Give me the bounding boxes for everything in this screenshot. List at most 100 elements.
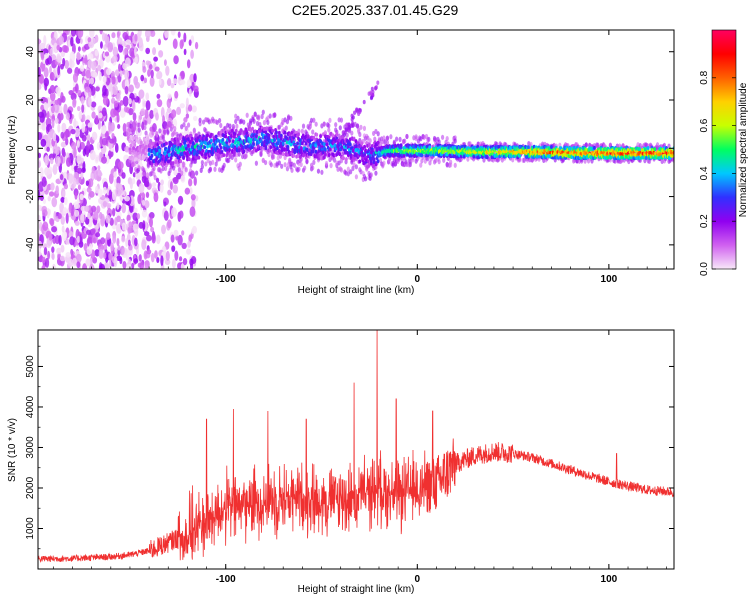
spectrogram-cell (122, 32, 129, 40)
spectrogram-cell (102, 252, 107, 260)
spectrogram-cell (281, 141, 285, 146)
spectrogram-cell (68, 89, 74, 96)
spectrogram-cell (293, 150, 297, 155)
spectrogram-cell (68, 202, 72, 214)
spectrogram-cell (540, 141, 545, 147)
spectrogram-cell (98, 71, 102, 81)
spectrogram-cell (290, 167, 294, 173)
spectrogram-cell (43, 34, 47, 46)
spectrogram-cell (171, 245, 176, 252)
spectrogram-cell (65, 212, 69, 224)
spectrogram-cell (42, 221, 49, 232)
spectrogram-cell (339, 167, 344, 173)
spectrogram-cell (324, 160, 329, 167)
spectrogram-cell (181, 242, 187, 250)
spectrogram-cell (143, 77, 148, 84)
spectrogram-cell (209, 138, 213, 143)
spectrogram-cell (43, 247, 48, 256)
spectrogram-cell (354, 164, 358, 170)
spectrogram-cell (485, 155, 489, 160)
spectrogram-cell (244, 153, 248, 159)
spectrogram-cell (209, 144, 212, 149)
spectrogram-cell (363, 176, 368, 182)
spectrogram-cell (144, 264, 149, 269)
spectrogram-cell (376, 80, 380, 85)
spectrogram-cell (275, 162, 279, 168)
spectrogram-cell (87, 212, 91, 220)
spectrogram-cell (48, 232, 53, 241)
spectrogram-cell (238, 161, 242, 167)
spectrogram-cell (156, 72, 160, 80)
spectrogram-cell (111, 76, 116, 85)
spectrogram-cell (148, 64, 153, 70)
spectrogram-cell (271, 128, 275, 133)
spectrogram-cell (358, 159, 362, 164)
spectrogram-cell (94, 185, 99, 194)
spectrogram-cell (147, 152, 151, 157)
spectrogram-cell (180, 175, 186, 183)
spectrogram-cell (54, 117, 59, 124)
spectrogram-cell (426, 156, 430, 162)
spectrogram-cell (442, 157, 446, 163)
spectrogram-cell (153, 144, 157, 149)
spectrogram-cell (38, 152, 42, 158)
spectrogram-cell (49, 65, 52, 74)
spectrogram-cell (151, 182, 157, 188)
spectrogram-cell (131, 262, 135, 269)
spectrogram-cell (232, 134, 236, 139)
spectrogram-cell (182, 122, 186, 128)
spectrogram-cell (385, 135, 390, 141)
spectrogram-cell (137, 165, 141, 171)
spectrogram-cell (144, 108, 149, 119)
spectrogram-cell (158, 128, 162, 134)
spectrogram-cell (204, 155, 208, 160)
spectrogram-cell (179, 159, 183, 164)
spectrogram-cell (51, 252, 55, 261)
spectrogram-cell (166, 128, 170, 135)
spectrogram-cell (374, 162, 378, 167)
spectrogram-cell (126, 264, 132, 269)
spectrogram-cell (279, 133, 283, 138)
spectrogram-cell (261, 109, 265, 115)
spectrogram-cell (134, 46, 137, 57)
spectrogram-cell (117, 123, 121, 130)
spectrogram-cell (173, 129, 177, 135)
spectrogram-cell (174, 90, 179, 99)
spectrogram-cell (102, 186, 107, 195)
spectrogram-cell (62, 190, 66, 198)
spectrogram-cell (236, 115, 240, 121)
spectrogram-cell (152, 165, 156, 172)
spectrogram-cell (131, 177, 136, 185)
spectrogram-cell (158, 78, 162, 86)
spectrogram-cell (108, 189, 112, 201)
spectrogram-cell (122, 95, 129, 107)
spectrogram-cell (172, 165, 176, 171)
spectrogram-cell (55, 185, 59, 195)
spectrogram-cell (161, 134, 165, 140)
spectrogram-cell (65, 239, 71, 245)
spectrogram-cell (149, 109, 154, 120)
spectrogram-cell (160, 107, 165, 118)
spectrogram-cell (180, 170, 184, 176)
spectrogram-cell (171, 109, 177, 119)
spectrogram-cell (81, 134, 87, 142)
spectrogram-cell (186, 59, 191, 69)
spectrogram-cell (586, 158, 591, 164)
spectrogram-cell (276, 146, 279, 151)
spectrogram-cell (323, 152, 327, 157)
spectrogram-cell (39, 42, 46, 50)
spectrogram-cell (150, 252, 155, 263)
spectrogram-cell (227, 157, 231, 163)
spectrogram-cell (96, 205, 101, 214)
spectrogram-cell (254, 134, 258, 139)
spectrogram-cell (72, 98, 77, 106)
spectrogram-cell (44, 154, 49, 166)
spectrogram-cell (47, 195, 51, 202)
spectrogram-cell (133, 207, 138, 213)
spectrogram-cell (193, 85, 199, 93)
spectrogram-cell (239, 128, 243, 133)
spectrogram-cell (150, 153, 154, 158)
spectrogram-cell (170, 123, 175, 129)
spectrogram-cell (299, 154, 302, 159)
spectrogram-cell (305, 147, 309, 152)
